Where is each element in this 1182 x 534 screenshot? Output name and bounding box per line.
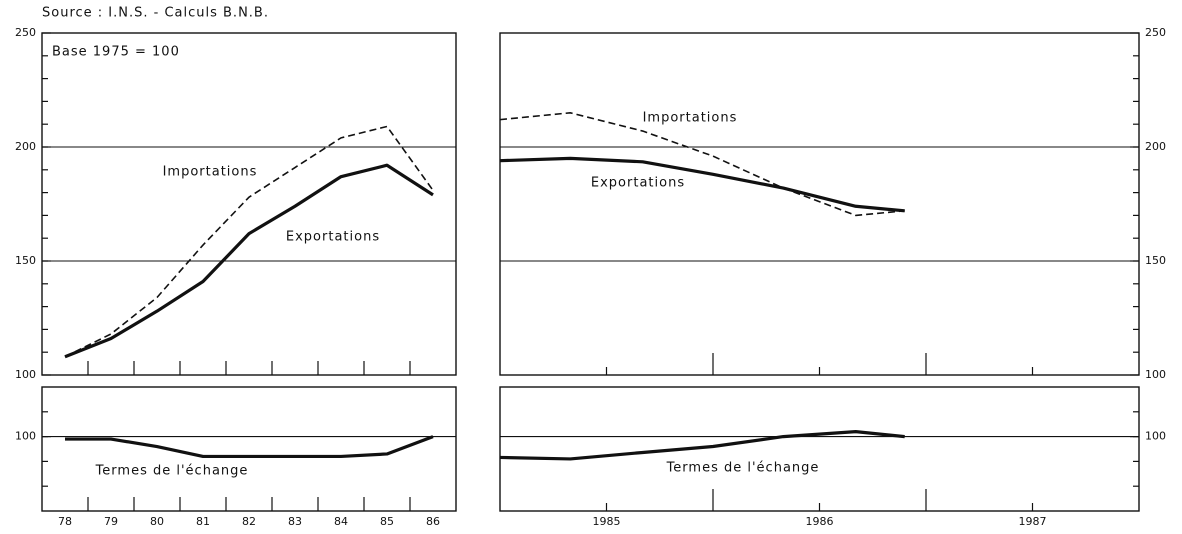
x-tick-label: 86: [426, 515, 440, 528]
series-label: Importations: [163, 165, 258, 180]
series-line: [499, 112, 905, 217]
y-tick-label: 100: [15, 430, 36, 443]
source: Source : I.N.S. - Calculs B.N.B.: [42, 6, 269, 21]
x-tick-label: 85: [380, 515, 394, 528]
series-label: Exportations: [591, 176, 685, 191]
series-line: [64, 163, 434, 359]
panel-frame: [41, 386, 457, 512]
series-label: Exportations: [286, 230, 380, 245]
x-tick-label: 1986: [806, 515, 834, 528]
x-tick-label: 80: [150, 515, 164, 528]
y-tick-label: 100: [15, 368, 36, 381]
y-tick-label: 100: [1145, 368, 1166, 381]
y-tick-label: 150: [1145, 254, 1166, 267]
y-tick-label: 250: [15, 26, 36, 39]
panel-frame: [499, 386, 1140, 512]
x-tick-label: 1985: [593, 515, 621, 528]
series-line: [64, 125, 434, 358]
terms-line: [499, 430, 905, 461]
x-tick-label: 82: [242, 515, 256, 528]
terms-label: Termes de l'échange: [666, 461, 820, 476]
terms-line: [65, 435, 434, 459]
y-tick-label: 150: [15, 254, 36, 267]
x-tick-label: 83: [288, 515, 302, 528]
y-tick-label: 250: [1145, 26, 1166, 39]
y-tick-label: 100: [1145, 430, 1166, 443]
x-tick-label: 79: [104, 515, 118, 528]
x-tick-label: 1987: [1019, 515, 1047, 528]
base-note: Base 1975 = 100: [52, 45, 180, 60]
panel-frame: [41, 32, 457, 376]
terms-label: Termes de l'échange: [95, 464, 249, 479]
x-tick-label: 78: [58, 515, 72, 528]
series-label: Importations: [643, 111, 738, 126]
y-tick-label: 200: [15, 140, 36, 153]
panel-frame: [499, 32, 1140, 376]
x-tick-label: 81: [196, 515, 210, 528]
x-tick-label: 84: [334, 515, 348, 528]
series-line: [499, 156, 905, 213]
y-tick-label: 200: [1145, 140, 1166, 153]
